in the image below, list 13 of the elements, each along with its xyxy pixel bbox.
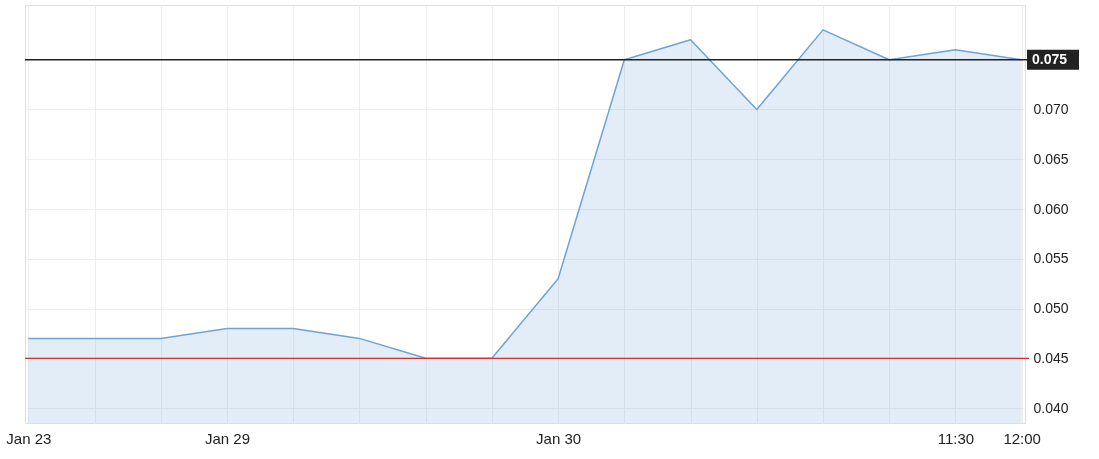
y-tick-label: 0.065 bbox=[1033, 150, 1069, 167]
y-tick-label: 0.070 bbox=[1033, 101, 1069, 117]
x-tick-label: Jan 29 bbox=[204, 429, 251, 447]
y-tick-label: 0.055 bbox=[1033, 250, 1069, 267]
x-tick-label: Jan 30 bbox=[536, 429, 582, 447]
x-tick-label: 12:00 bbox=[1003, 429, 1041, 447]
y-tick-label: 0.045 bbox=[1033, 349, 1069, 366]
y-tick-label: 0.060 bbox=[1033, 200, 1069, 217]
x-tick-label: 11:30 bbox=[937, 429, 975, 447]
ref-line-label: 0.075 bbox=[1032, 50, 1068, 67]
y-tick-label: 0.050 bbox=[1033, 300, 1069, 317]
x-tick-label: Jan 23 bbox=[6, 429, 52, 447]
y-tick-label: 0.040 bbox=[1033, 399, 1069, 416]
